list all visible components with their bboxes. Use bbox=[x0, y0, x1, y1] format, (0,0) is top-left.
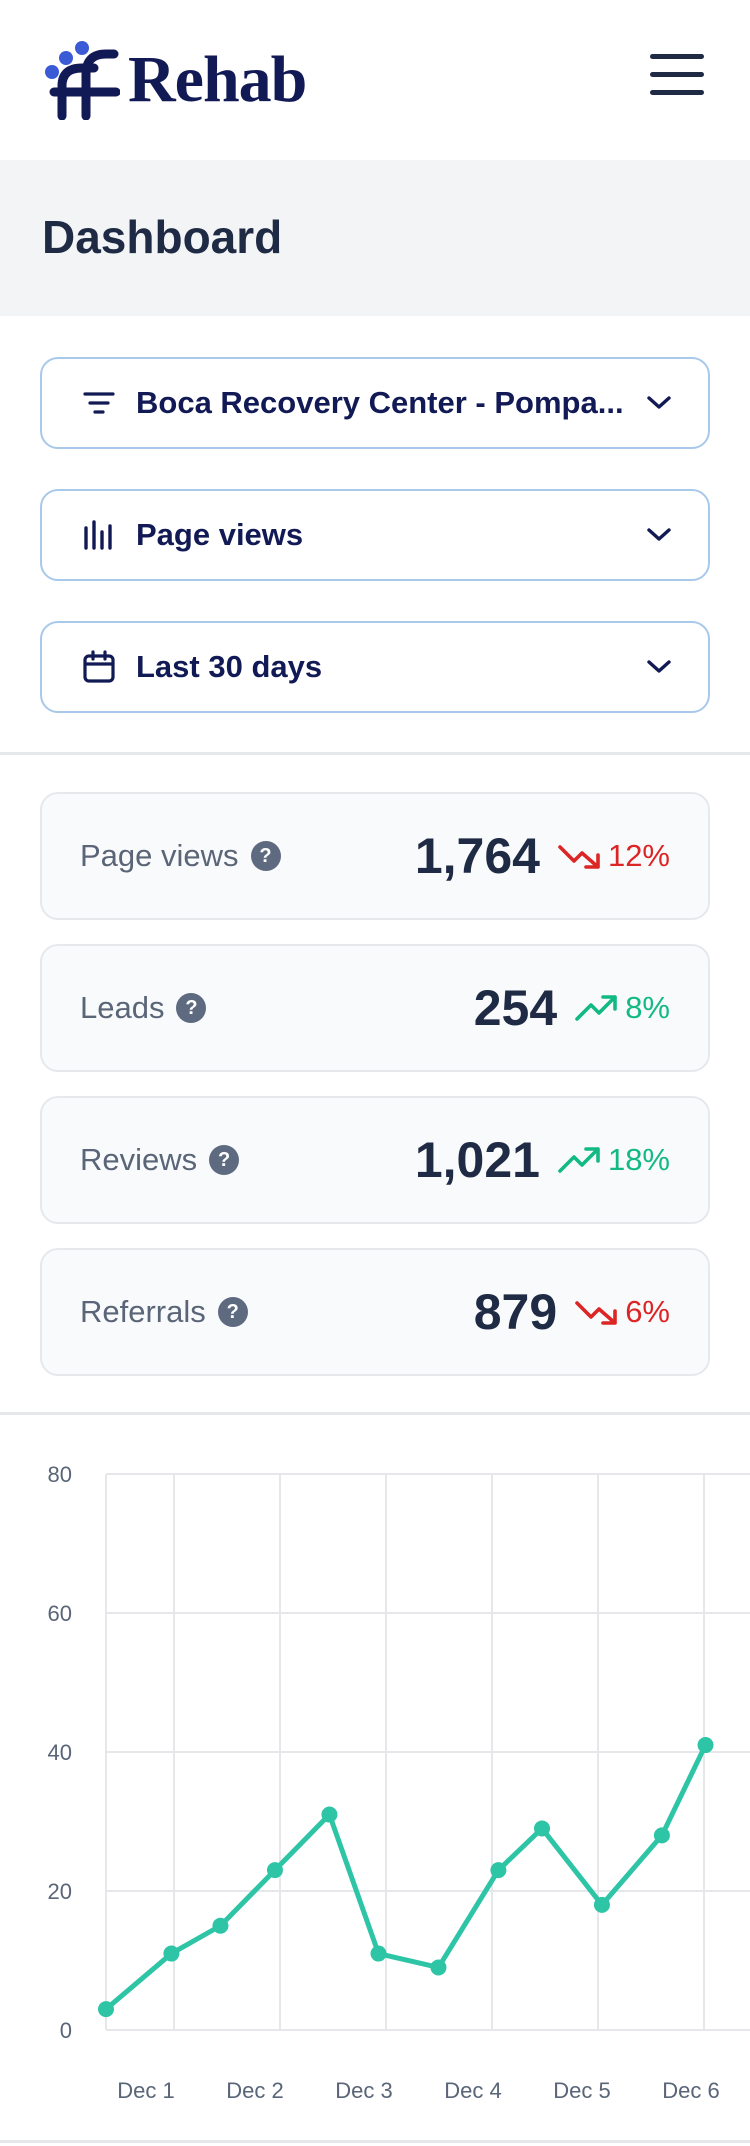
data-point bbox=[534, 1820, 550, 1837]
trend-up-icon bbox=[558, 1147, 600, 1173]
period-select[interactable]: Last 30 days bbox=[40, 621, 710, 713]
x-tick-label: Dec 3 bbox=[335, 2078, 392, 2103]
location-select[interactable]: Boca Recovery Center - Pompa... bbox=[40, 357, 710, 449]
help-icon[interactable]: ? bbox=[217, 1297, 248, 1327]
data-point bbox=[370, 1945, 387, 1962]
x-tick-label: Dec 2 bbox=[226, 2078, 283, 2103]
title-bar bbox=[0, 160, 750, 316]
period-select-value: Last 30 days bbox=[136, 649, 323, 684]
y-tick-label: 0 bbox=[60, 2018, 72, 2043]
stat-name: Referrals bbox=[80, 1294, 206, 1329]
brand-name: Rehab bbox=[128, 43, 307, 116]
section-divider bbox=[0, 1412, 750, 1415]
logo[interactable]: Rehab bbox=[42, 40, 307, 120]
stat-value: 254 bbox=[473, 980, 558, 1036]
logo-mark-icon bbox=[45, 41, 120, 120]
stat-card-leads: Leads? 254 8% bbox=[40, 944, 710, 1072]
data-point bbox=[266, 1862, 283, 1879]
stat-change: 8% bbox=[625, 990, 670, 1025]
data-point bbox=[490, 1862, 507, 1879]
stat-value: 879 bbox=[473, 1284, 558, 1340]
series-line bbox=[103, 1742, 708, 2012]
top-bar: Rehab bbox=[0, 0, 750, 160]
chevron-down-icon bbox=[647, 660, 671, 673]
help-icon[interactable]: ? bbox=[209, 1145, 240, 1175]
data-point bbox=[593, 1896, 610, 1913]
y-tick-label: 40 bbox=[48, 1740, 72, 1765]
x-tick-label: Dec 5 bbox=[553, 2078, 610, 2103]
x-tick-label: Dec 6 bbox=[662, 2078, 719, 2103]
trend-up-icon bbox=[575, 995, 617, 1021]
stat-value: 1,021 bbox=[414, 1132, 540, 1188]
stat-change: 12% bbox=[607, 838, 670, 873]
filter-lines-icon bbox=[83, 392, 115, 414]
bar-chart-icon bbox=[84, 520, 112, 550]
bottom-divider bbox=[0, 2140, 750, 2143]
metric-select-value: Page views bbox=[136, 517, 304, 552]
stat-card-referrals: Referrals? 879 6% bbox=[40, 1248, 710, 1376]
stat-change: 6% bbox=[625, 1294, 670, 1329]
x-tick-label: Dec 1 bbox=[117, 2078, 174, 2103]
chevron-down-icon bbox=[647, 528, 671, 541]
data-point bbox=[697, 1737, 714, 1754]
stat-name: Page views bbox=[80, 838, 239, 873]
line-chart: 0 20 40 60 80 Dec 1 Dec 2 Dec 3 Dec 4 Dec 5 Dec 6 bbox=[0, 1416, 750, 2146]
stat-value: 1,764 bbox=[414, 828, 540, 884]
stat-change: 18% bbox=[607, 1142, 670, 1177]
data-point bbox=[430, 1959, 447, 1976]
y-tick-label: 20 bbox=[48, 1879, 72, 1904]
y-tick-label: 60 bbox=[48, 1601, 72, 1626]
location-select-value: Boca Recovery Center - Pompa... bbox=[136, 385, 624, 420]
help-icon[interactable]: ? bbox=[250, 841, 281, 871]
stat-card-reviews: Reviews? 1,021 18% bbox=[40, 1096, 710, 1224]
data-point bbox=[212, 1917, 229, 1934]
page-title: Dashboard bbox=[42, 211, 283, 263]
calendar-icon bbox=[83, 650, 115, 683]
y-tick-label: 80 bbox=[48, 1462, 72, 1487]
data-point bbox=[163, 1945, 180, 1962]
data-point bbox=[321, 1806, 338, 1823]
help-icon[interactable]: ? bbox=[176, 993, 207, 1023]
trend-down-icon bbox=[558, 845, 600, 869]
stat-card-page-views: Page views? 1,764 12% bbox=[40, 792, 710, 920]
hamburger-menu-icon[interactable] bbox=[650, 54, 704, 102]
line-chart-svg: 0 20 40 60 80 Dec 1 Dec 2 Dec 3 Dec 4 Dec 5 Dec 6 bbox=[48, 1462, 750, 2103]
trend-down-icon bbox=[575, 1301, 617, 1325]
x-tick-label: Dec 4 bbox=[444, 2078, 501, 2103]
stat-name: Leads bbox=[80, 990, 165, 1025]
metric-select[interactable]: Page views bbox=[40, 489, 710, 581]
data-point bbox=[98, 2001, 114, 2018]
section-divider bbox=[0, 752, 750, 755]
data-point bbox=[653, 1827, 670, 1844]
chevron-down-icon bbox=[647, 396, 671, 409]
stat-name: Reviews bbox=[80, 1142, 198, 1177]
